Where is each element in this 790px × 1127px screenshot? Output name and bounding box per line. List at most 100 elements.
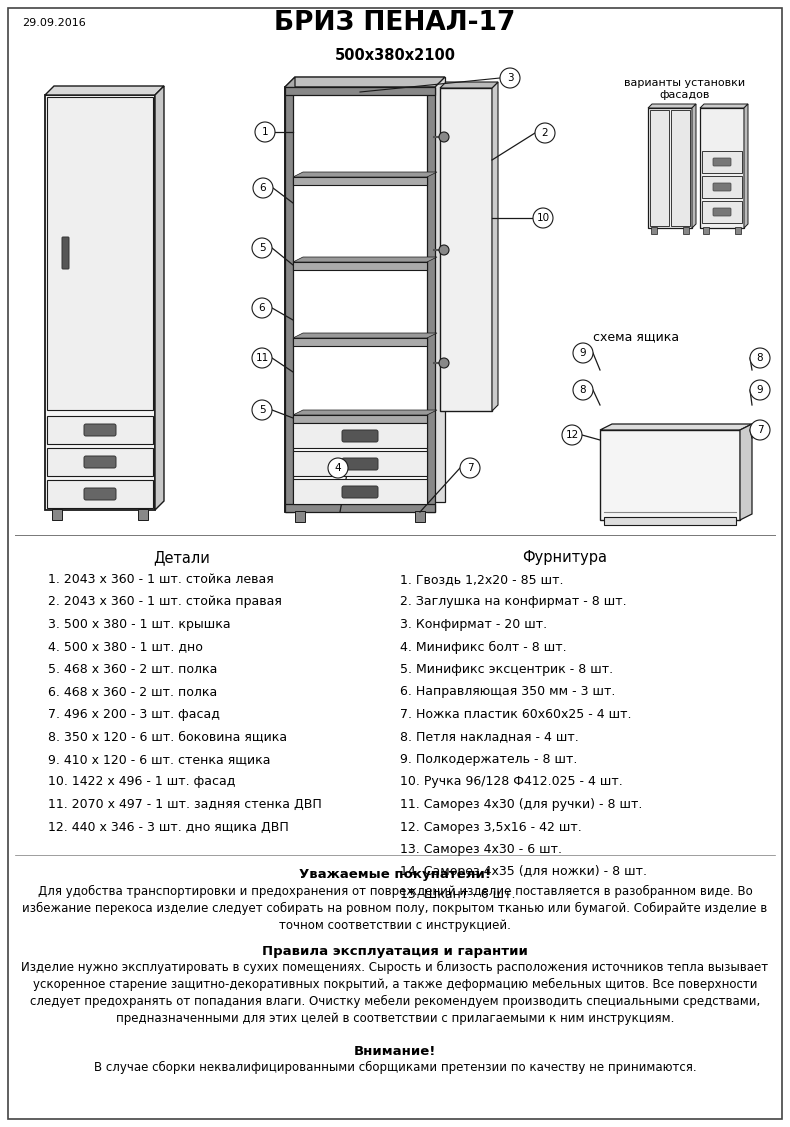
Text: Внимание!: Внимание! (354, 1045, 436, 1058)
FancyBboxPatch shape (285, 87, 435, 95)
FancyBboxPatch shape (47, 416, 153, 444)
FancyBboxPatch shape (415, 511, 425, 522)
FancyBboxPatch shape (47, 449, 153, 476)
Text: 7: 7 (757, 425, 763, 435)
Text: 10: 10 (536, 213, 550, 223)
Text: 11. Саморез 4х30 (для ручки) - 8 шт.: 11. Саморез 4х30 (для ручки) - 8 шт. (400, 798, 642, 811)
Text: Уважаемые покупатели!: Уважаемые покупатели! (299, 868, 491, 881)
FancyBboxPatch shape (285, 87, 435, 512)
FancyBboxPatch shape (84, 456, 116, 468)
FancyBboxPatch shape (47, 480, 153, 508)
Circle shape (253, 178, 273, 198)
Text: варианты установки
фасадов: варианты установки фасадов (624, 78, 746, 99)
Text: 4. Минификс болт - 8 шт.: 4. Минификс болт - 8 шт. (400, 640, 566, 654)
FancyBboxPatch shape (47, 97, 153, 410)
Circle shape (252, 238, 272, 258)
Text: 1: 1 (261, 127, 269, 137)
FancyBboxPatch shape (138, 509, 148, 520)
FancyBboxPatch shape (293, 451, 427, 476)
FancyBboxPatch shape (287, 89, 433, 511)
FancyBboxPatch shape (293, 479, 427, 504)
FancyBboxPatch shape (713, 208, 731, 216)
FancyBboxPatch shape (713, 183, 731, 190)
FancyBboxPatch shape (285, 504, 435, 512)
Text: 10. Ручка 96/128 Ф412.025 - 4 шт.: 10. Ручка 96/128 Ф412.025 - 4 шт. (400, 775, 623, 789)
FancyBboxPatch shape (651, 227, 657, 234)
Text: 9: 9 (580, 348, 586, 358)
Circle shape (439, 358, 449, 369)
Text: 11. 2070 х 497 - 1 шт. задняя стенка ДВП: 11. 2070 х 497 - 1 шт. задняя стенка ДВП (48, 798, 322, 811)
Text: 2. 2043 х 360 - 1 шт. стойка правая: 2. 2043 х 360 - 1 шт. стойка правая (48, 595, 282, 609)
Text: 3: 3 (506, 73, 514, 83)
Polygon shape (744, 104, 748, 228)
Text: БРИЗ ПЕНАЛ-17: БРИЗ ПЕНАЛ-17 (274, 10, 516, 36)
Text: 29.09.2016: 29.09.2016 (22, 18, 86, 28)
Text: схема ящика: схема ящика (593, 330, 679, 343)
FancyBboxPatch shape (440, 88, 492, 411)
Text: 15. Шкант - 6 шт.: 15. Шкант - 6 шт. (400, 888, 516, 900)
FancyBboxPatch shape (713, 158, 731, 166)
Text: 1. Гвоздь 1,2х20 - 85 шт.: 1. Гвоздь 1,2х20 - 85 шт. (400, 573, 563, 586)
Text: 6. 468 х 360 - 2 шт. полка: 6. 468 х 360 - 2 шт. полка (48, 685, 217, 699)
FancyBboxPatch shape (84, 488, 116, 500)
Text: 3. 500 х 380 - 1 шт. крышка: 3. 500 х 380 - 1 шт. крышка (48, 618, 231, 631)
Circle shape (535, 123, 555, 143)
FancyBboxPatch shape (342, 486, 378, 498)
Text: 1. 2043 х 360 - 1 шт. стойка левая: 1. 2043 х 360 - 1 шт. стойка левая (48, 573, 274, 586)
Circle shape (252, 400, 272, 420)
Circle shape (460, 458, 480, 478)
FancyBboxPatch shape (427, 87, 435, 512)
Text: 5: 5 (258, 405, 265, 415)
Circle shape (500, 68, 520, 88)
Polygon shape (700, 104, 748, 108)
FancyBboxPatch shape (700, 108, 744, 228)
Text: 500х380х2100: 500х380х2100 (334, 48, 456, 63)
FancyBboxPatch shape (293, 415, 427, 423)
Text: Изделие нужно эксплуатировать в сухих помещениях. Сырость и близость расположени: Изделие нужно эксплуатировать в сухих по… (21, 961, 769, 1026)
FancyBboxPatch shape (295, 511, 305, 522)
Circle shape (573, 380, 593, 400)
Polygon shape (293, 257, 437, 261)
Text: 7: 7 (467, 463, 473, 473)
Text: В случае сборки неквалифицированными сборщиками претензии по качеству не принима: В случае сборки неквалифицированными сбо… (94, 1061, 696, 1074)
Text: 6. Направляющая 350 мм - 3 шт.: 6. Направляющая 350 мм - 3 шт. (400, 685, 615, 699)
Text: 7. Ножка пластик 60х60х25 - 4 шт.: 7. Ножка пластик 60х60х25 - 4 шт. (400, 708, 631, 721)
FancyBboxPatch shape (293, 177, 427, 185)
Text: Для удобства транспортировки и предохранения от повреждений изделие поставляется: Для удобства транспортировки и предохран… (22, 885, 768, 932)
FancyBboxPatch shape (342, 458, 378, 470)
Text: Детали: Детали (153, 550, 210, 565)
FancyBboxPatch shape (683, 227, 689, 234)
Polygon shape (293, 410, 437, 415)
FancyBboxPatch shape (84, 424, 116, 436)
FancyBboxPatch shape (600, 431, 740, 520)
Text: 2. Заглушка на конфирмат - 8 шт.: 2. Заглушка на конфирмат - 8 шт. (400, 595, 626, 609)
Polygon shape (155, 86, 164, 511)
Text: 13. Саморез 4х30 - 6 шт.: 13. Саморез 4х30 - 6 шт. (400, 843, 562, 857)
Text: Правила эксплуатация и гарантии: Правила эксплуатация и гарантии (262, 946, 528, 958)
Text: 7. 496 х 200 - 3 шт. фасад: 7. 496 х 200 - 3 шт. фасад (48, 708, 220, 721)
FancyBboxPatch shape (52, 509, 62, 520)
Text: 11: 11 (255, 353, 269, 363)
Text: 5: 5 (258, 243, 265, 252)
FancyBboxPatch shape (648, 108, 692, 228)
Text: 8: 8 (580, 385, 586, 394)
FancyBboxPatch shape (702, 151, 742, 174)
Text: 12. 440 х 346 - 3 шт. дно ящика ДВП: 12. 440 х 346 - 3 шт. дно ящика ДВП (48, 820, 289, 834)
Circle shape (252, 298, 272, 318)
Text: 5. 468 х 360 - 2 шт. полка: 5. 468 х 360 - 2 шт. полка (48, 663, 217, 676)
FancyBboxPatch shape (293, 261, 427, 270)
Text: 4: 4 (335, 463, 341, 473)
Circle shape (439, 132, 449, 142)
Polygon shape (293, 332, 437, 338)
Polygon shape (45, 86, 164, 95)
Polygon shape (440, 82, 498, 88)
Text: 12. Саморез 3,5х16 - 42 шт.: 12. Саморез 3,5х16 - 42 шт. (400, 820, 581, 834)
Text: 6: 6 (260, 183, 266, 193)
Polygon shape (285, 77, 445, 87)
FancyBboxPatch shape (8, 8, 782, 1119)
FancyBboxPatch shape (45, 95, 155, 511)
Circle shape (328, 458, 348, 478)
Circle shape (750, 420, 770, 440)
Polygon shape (293, 172, 437, 177)
Text: 8. 350 х 120 - 6 шт. боковина ящика: 8. 350 х 120 - 6 шт. боковина ящика (48, 730, 287, 744)
